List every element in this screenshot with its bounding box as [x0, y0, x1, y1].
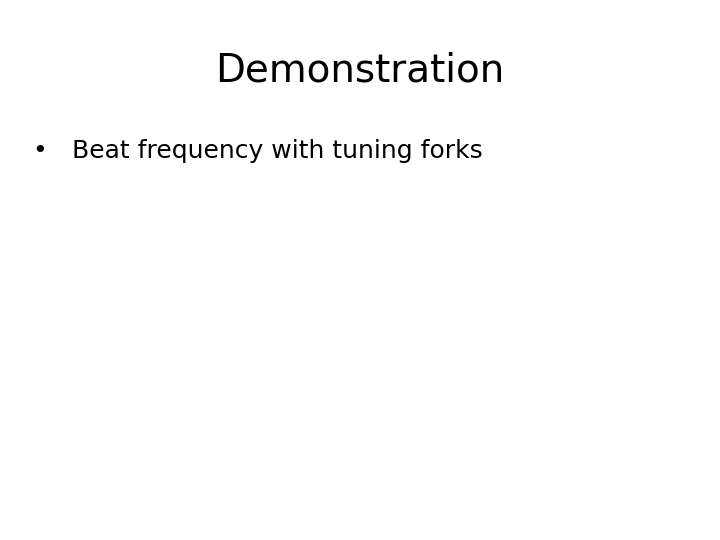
- Text: Beat frequency with tuning forks: Beat frequency with tuning forks: [72, 139, 482, 163]
- Text: •: •: [32, 139, 47, 163]
- Text: Demonstration: Demonstration: [215, 51, 505, 89]
